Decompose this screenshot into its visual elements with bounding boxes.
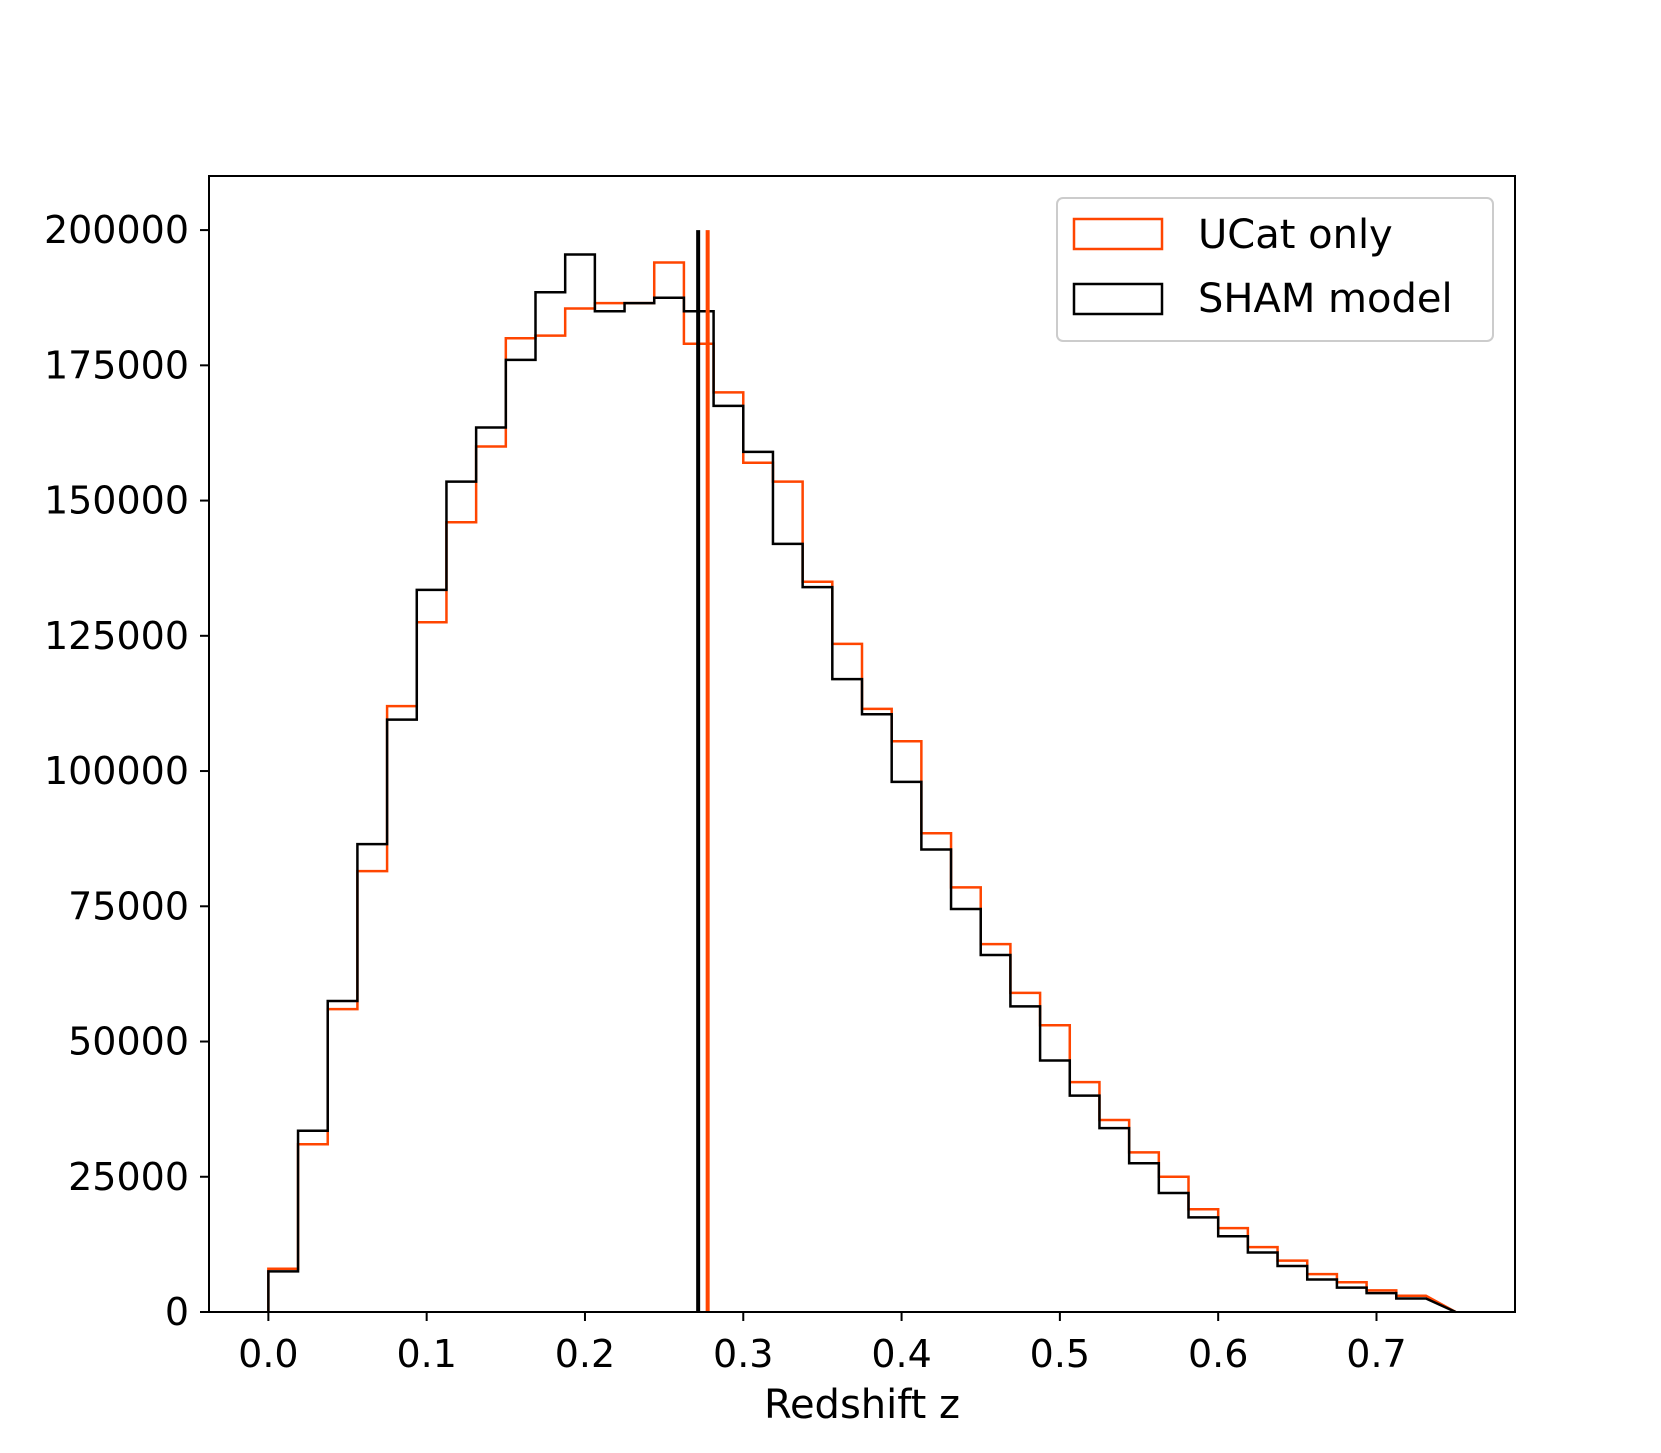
legend: UCat only SHAM model bbox=[1056, 197, 1494, 342]
y-tick-label: 100000 bbox=[44, 749, 189, 793]
x-tick-label: 0.7 bbox=[1346, 1332, 1406, 1376]
median-lines bbox=[696, 230, 710, 1312]
y-tick-label: 0 bbox=[165, 1290, 189, 1334]
y-tick-label: 125000 bbox=[44, 614, 189, 658]
y-tick-label: 200000 bbox=[44, 208, 189, 252]
x-tick-label: 0.0 bbox=[238, 1332, 298, 1376]
x-tick-label: 0.2 bbox=[555, 1332, 615, 1376]
x-tick-label: 0.3 bbox=[713, 1332, 773, 1376]
y-tick-label: 25000 bbox=[68, 1155, 189, 1199]
legend-label-ucat: UCat only bbox=[1198, 212, 1393, 258]
x-tick-label: 0.6 bbox=[1188, 1332, 1248, 1376]
x-axis-label: Redshift z bbox=[764, 1382, 960, 1428]
plot-frame bbox=[208, 175, 1516, 1313]
x-tick-label: 0.1 bbox=[396, 1332, 456, 1376]
y-tick-label: 50000 bbox=[68, 1020, 189, 1064]
legend-swatch-ucat bbox=[1072, 217, 1164, 251]
histogram-step-ucat-only bbox=[267, 261, 1457, 1314]
legend-swatch-sham bbox=[1072, 282, 1164, 316]
legend-frame bbox=[1056, 197, 1494, 342]
y-tick-label: 150000 bbox=[44, 479, 189, 523]
y-axis-ticks: 0 25000 50000 75000 100000 125000 150000 175000… bbox=[44, 208, 209, 1334]
histogram-step-sham-model bbox=[267, 253, 1457, 1314]
legend-label-sham: SHAM model bbox=[1198, 276, 1453, 322]
x-axis-ticks: 0.0 0.1 0.2 0.3 0.4 0.5 0.6 0.7 bbox=[238, 1312, 1407, 1376]
y-tick-label: 175000 bbox=[44, 343, 189, 387]
x-tick-label: 0.4 bbox=[871, 1332, 931, 1376]
y-tick-label: 75000 bbox=[68, 884, 189, 928]
x-tick-label: 0.5 bbox=[1030, 1332, 1090, 1376]
series-layer bbox=[267, 253, 1457, 1314]
